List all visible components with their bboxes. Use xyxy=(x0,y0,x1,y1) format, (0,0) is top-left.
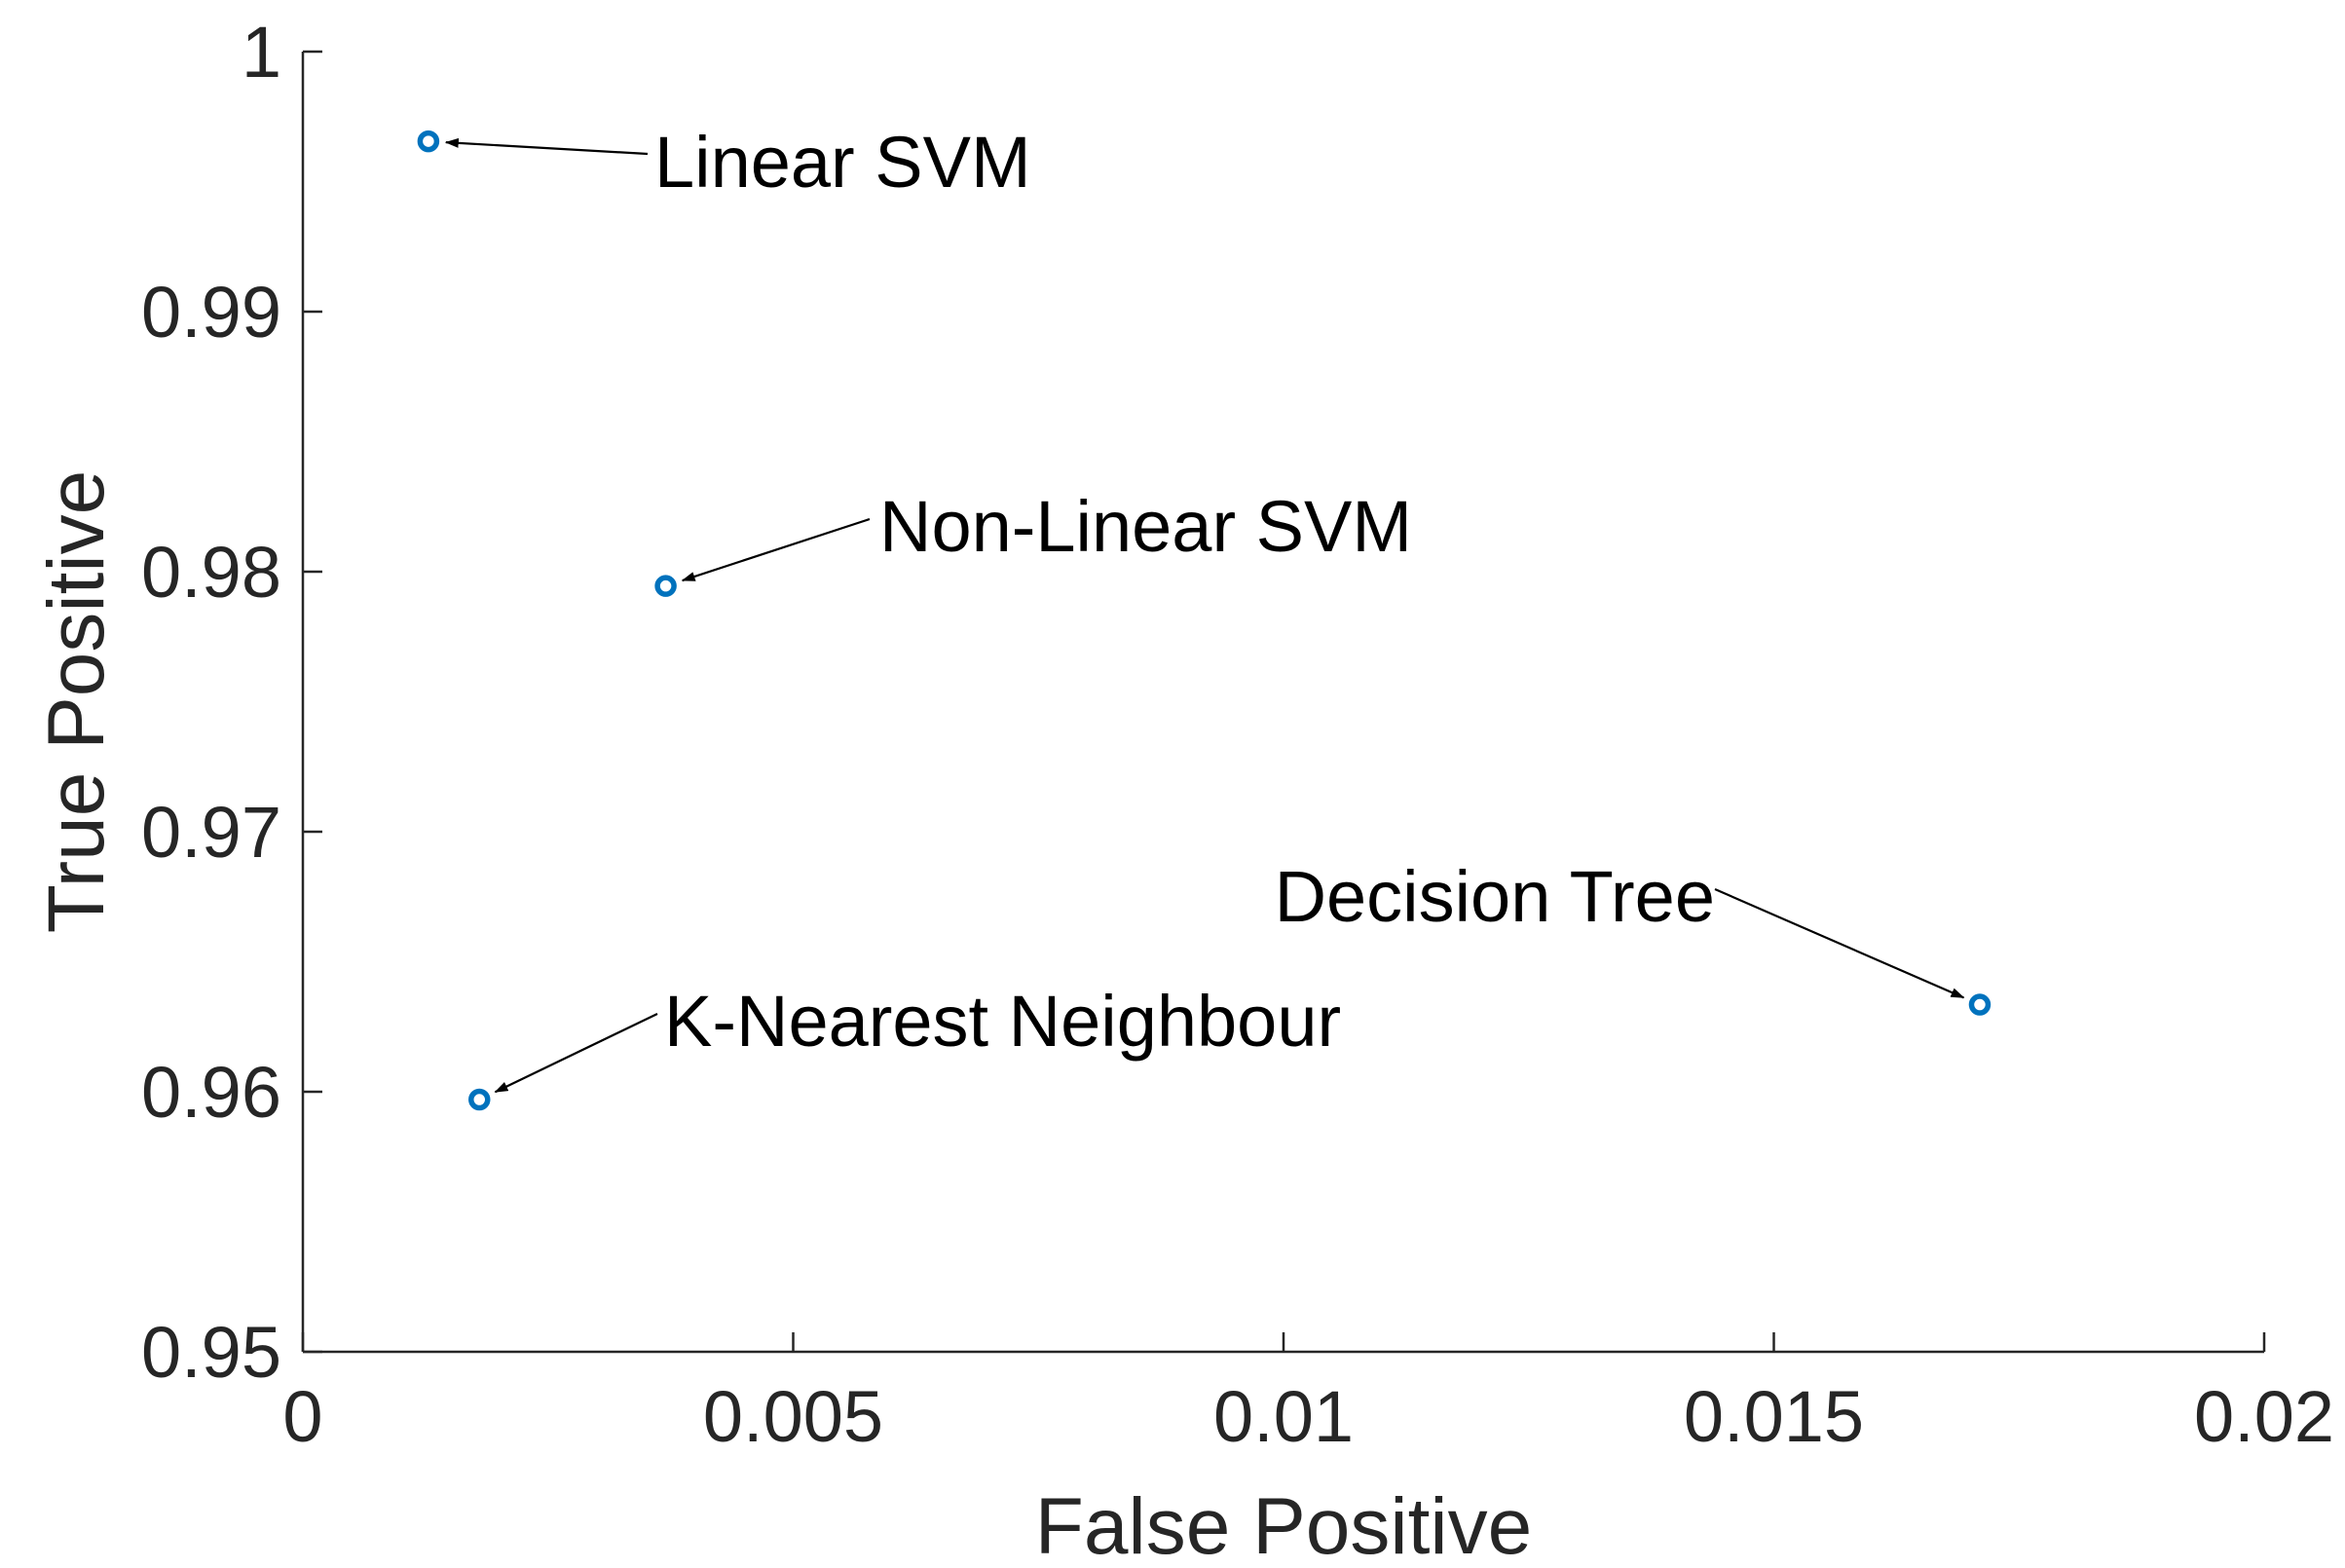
annotation-label: Decision Tree xyxy=(1275,856,1715,937)
x-tick-label: 0.02 xyxy=(2194,1376,2334,1457)
y-tick-label: 0.99 xyxy=(141,272,281,353)
data-point xyxy=(417,130,440,153)
y-tick-label: 0.98 xyxy=(141,532,281,613)
tick-marks xyxy=(301,50,2266,1354)
annotation-label: Linear SVM xyxy=(654,122,1031,203)
annotation-label: K-Nearest Neighbour xyxy=(664,981,1341,1062)
data-point xyxy=(654,575,677,597)
y-tick-label: 0.96 xyxy=(141,1052,281,1133)
x-tick-label: 0.015 xyxy=(1684,1376,1864,1457)
annotations: Linear SVM Non-Linear SVM K-Nearest Neighb… xyxy=(444,122,1965,1094)
data-points xyxy=(417,130,1991,1111)
tick-labels: 0 0.005 0.01 0.015 0.02 0.95 0.96 0.97 0.98 0.99 1 xyxy=(141,12,2334,1457)
annotation-label: Non-Linear SVM xyxy=(879,486,1412,567)
annotation-arrow xyxy=(681,517,871,582)
y-tick-label: 0.95 xyxy=(141,1312,281,1393)
annotation-arrow xyxy=(494,1013,658,1094)
y-tick-label: 0.97 xyxy=(141,792,281,873)
x-tick-label: 0.01 xyxy=(1213,1376,1354,1457)
annotation-arrow xyxy=(1714,887,1965,999)
data-point xyxy=(1968,993,1991,1016)
axes xyxy=(301,52,2264,1354)
x-tick-label: 0.005 xyxy=(703,1376,883,1457)
annotation-arrow xyxy=(444,137,649,156)
x-axis-title: False Positive xyxy=(1035,1482,1532,1568)
y-axis-title: True Positive xyxy=(32,470,121,933)
x-tick-label: 0 xyxy=(282,1376,322,1457)
data-point xyxy=(468,1088,491,1111)
y-tick-label: 1 xyxy=(242,12,281,93)
